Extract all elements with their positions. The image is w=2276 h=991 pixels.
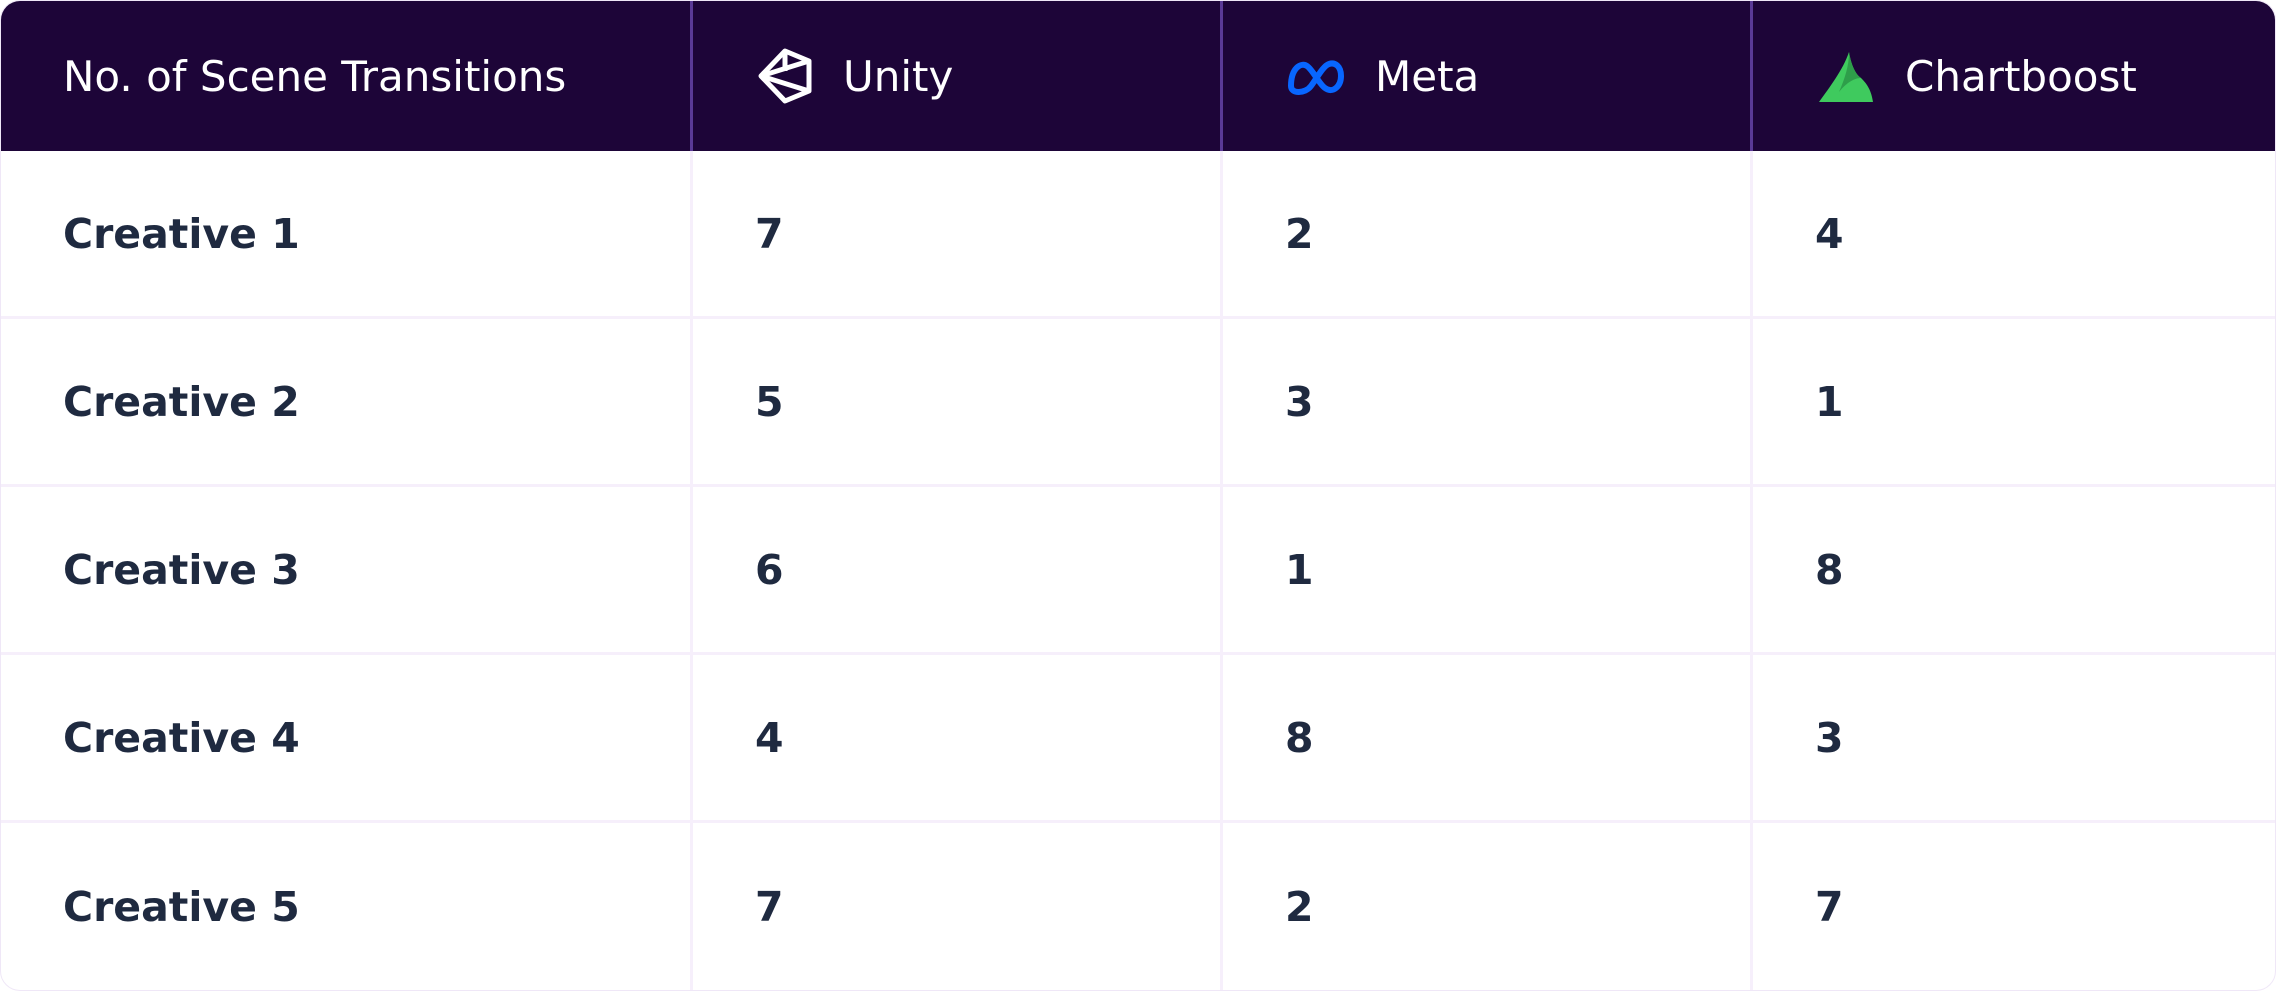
table-cell: 7 [693,823,1223,990]
header-label-unity: Unity [843,51,954,101]
header-cell-unity: Unity [693,1,1223,151]
row-label-creative-1: Creative 1 [1,151,693,319]
table-cell: 1 [1223,487,1753,655]
table-cell: 8 [1223,655,1753,823]
table-cell: 7 [693,151,1223,319]
header-label-chartboost: Chartboost [1905,51,2137,101]
row-label-creative-2: Creative 2 [1,319,693,487]
header-cell-chartboost: Chartboost [1753,1,2275,151]
row-label-creative-3: Creative 3 [1,487,693,655]
table-cell: 2 [1223,823,1753,990]
table-cell: 4 [693,655,1223,823]
row-label-creative-4: Creative 4 [1,655,693,823]
unity-logo-icon [755,47,815,105]
table-cell: 1 [1753,319,2275,487]
table-cell: 3 [1753,655,2275,823]
header-cell-meta: Meta [1223,1,1753,151]
table-cell: 8 [1753,487,2275,655]
table-cell: 4 [1753,151,2275,319]
table-cell: 2 [1223,151,1753,319]
chartboost-logo-icon [1815,48,1877,104]
meta-logo-icon [1285,56,1347,96]
table-cell: 7 [1815,882,1844,931]
table-cell: 5 [693,319,1223,487]
table-cell: 6 [693,487,1223,655]
row-label-creative-5: Creative 5 [1,823,693,990]
header-cell-metric: No. of Scene Transitions [1,1,693,151]
header-label-meta: Meta [1375,51,1480,101]
header-label-metric: No. of Scene Transitions [63,51,567,101]
table-cell: 3 [1223,319,1753,487]
